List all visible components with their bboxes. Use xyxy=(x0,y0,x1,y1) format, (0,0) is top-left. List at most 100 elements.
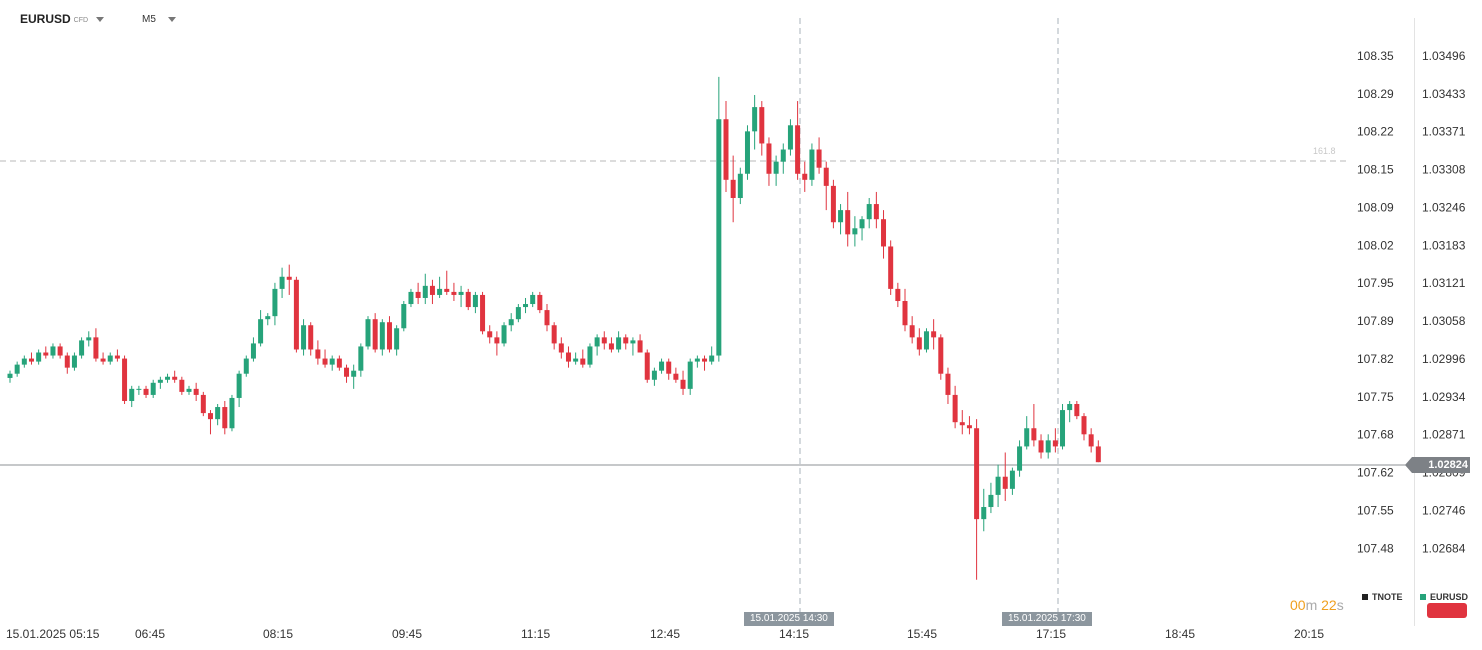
candle-body xyxy=(802,173,808,180)
candle-body xyxy=(472,294,478,308)
candle-body xyxy=(28,358,34,362)
candle xyxy=(838,204,844,235)
sell-indicator[interactable] xyxy=(1427,603,1467,618)
timeframe-selector[interactable]: M5 xyxy=(142,10,176,28)
candle xyxy=(157,376,163,389)
candle-body xyxy=(902,301,908,326)
candle-body xyxy=(415,291,421,298)
candle xyxy=(702,355,708,371)
candle xyxy=(716,76,722,362)
candle-body xyxy=(64,355,70,368)
right-axis-tick-label: 1.03433 xyxy=(1422,87,1466,101)
candle-body xyxy=(372,319,378,350)
candle xyxy=(630,337,636,356)
candle xyxy=(394,325,400,356)
candle-body xyxy=(429,285,435,295)
candle xyxy=(881,210,887,259)
candle xyxy=(100,352,106,365)
symbol-selector[interactable]: EURUSD CFD xyxy=(20,10,105,28)
candle xyxy=(802,161,808,192)
candle-body xyxy=(71,355,77,368)
candle-body xyxy=(344,367,350,377)
candle-body xyxy=(351,370,357,377)
candle-body xyxy=(580,358,586,365)
candle-body xyxy=(551,325,557,344)
countdown-seconds: 22 xyxy=(1321,597,1337,613)
candle xyxy=(286,264,292,295)
candle xyxy=(909,316,915,344)
candle-body xyxy=(666,361,672,374)
candle-body xyxy=(931,331,937,338)
time-axis-tick-label: 18:45 xyxy=(1165,627,1195,641)
candle xyxy=(458,285,464,308)
candle xyxy=(852,216,858,247)
candle-body xyxy=(966,425,972,429)
candle-body xyxy=(623,337,629,344)
candle-body xyxy=(465,291,471,308)
chevron-down-icon[interactable] xyxy=(96,16,105,22)
left-axis-tick-label: 107.82 xyxy=(1357,352,1394,366)
candle-body xyxy=(114,355,120,359)
candle xyxy=(551,322,557,350)
candle-body xyxy=(250,343,256,359)
candle xyxy=(988,482,994,514)
candle-body xyxy=(752,107,758,132)
candle-body xyxy=(1081,416,1087,435)
candle xyxy=(7,370,13,383)
legend-item-eurusd[interactable]: EURUSD xyxy=(1420,592,1468,602)
right-axis-tick-label: 1.02746 xyxy=(1422,503,1466,517)
candle xyxy=(86,331,92,347)
left-axis-tick-label: 107.55 xyxy=(1357,503,1394,517)
candle-body xyxy=(916,337,922,350)
candle-body xyxy=(687,361,693,389)
candle xyxy=(795,101,801,180)
candle-body xyxy=(558,343,564,353)
candle-body xyxy=(458,291,464,295)
candle xyxy=(93,328,99,362)
candle-body xyxy=(179,379,185,392)
candle xyxy=(981,488,987,532)
candle-body xyxy=(14,364,20,374)
candle-body xyxy=(265,316,271,320)
candle-body xyxy=(93,337,99,359)
candle-body xyxy=(866,204,872,220)
candle xyxy=(974,419,980,580)
candle-body xyxy=(1052,440,1058,447)
candle-body xyxy=(107,355,113,362)
candle-body xyxy=(766,143,772,174)
candle xyxy=(480,291,486,335)
candle-body xyxy=(157,379,163,383)
candle xyxy=(673,367,679,383)
left-axis-tick-label: 108.15 xyxy=(1357,163,1394,177)
candle-body xyxy=(909,325,915,338)
candle-body xyxy=(938,337,944,374)
candle-body xyxy=(243,358,249,374)
candle-body xyxy=(129,388,135,401)
candle xyxy=(336,355,342,371)
candle-body xyxy=(100,358,106,362)
candle-body xyxy=(673,373,679,380)
candle-body xyxy=(1074,404,1080,417)
candle xyxy=(301,319,307,356)
candle-body xyxy=(1002,476,1008,489)
candle xyxy=(186,385,192,395)
candle-body xyxy=(530,294,536,305)
candle-body xyxy=(515,307,521,320)
candle xyxy=(694,355,700,368)
candle-body xyxy=(1017,446,1023,471)
time-axis-tick-label: 11:15 xyxy=(521,627,550,641)
candle xyxy=(315,340,321,365)
candle xyxy=(136,385,142,395)
time-axis-tick-label: 09:45 xyxy=(392,627,422,641)
chevron-down-icon[interactable] xyxy=(167,16,176,22)
candle xyxy=(594,334,600,356)
candle-body xyxy=(494,337,500,344)
candle-body xyxy=(659,361,665,371)
current-price-badge: 1.02824 xyxy=(1405,457,1470,473)
candle-body xyxy=(322,358,328,365)
legend-label: EURUSD xyxy=(1430,592,1469,602)
candle xyxy=(129,385,135,408)
legend-item-tnote[interactable]: TNOTE xyxy=(1362,592,1403,602)
candle-body xyxy=(386,322,392,350)
